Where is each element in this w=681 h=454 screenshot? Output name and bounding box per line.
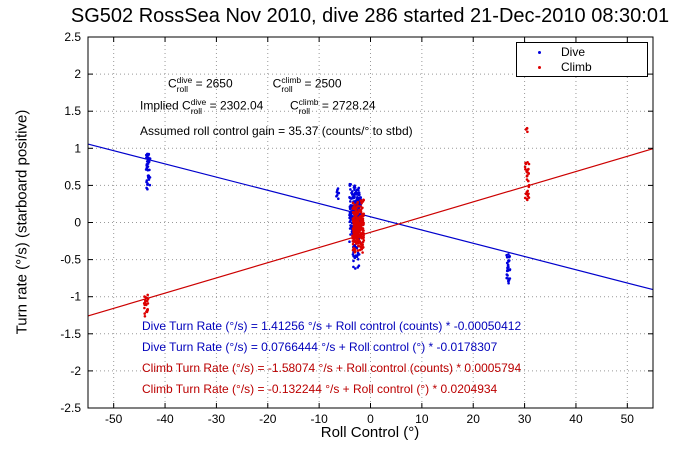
axes-box <box>87 36 654 409</box>
tick-labels: -50 -40 -30 -20 -10 0 10 20 30 40 50-2.5-2-1.5-1-0… <box>60 30 634 426</box>
dive-dot <box>537 50 541 54</box>
annotation-roll-gain: Assumed roll control gain = 35.37 (count… <box>140 124 413 138</box>
legend-entry-climb: Climb <box>517 60 647 75</box>
annotation-dive-fit-counts: Dive Turn Rate (°/s) = 1.41256 °/s + Rol… <box>142 319 522 333</box>
svg-text:2: 2 <box>74 67 81 81</box>
annotation-climb-fit-counts: Climb Turn Rate (°/s) = -1.58074 °/s + R… <box>142 361 522 375</box>
svg-text:0: 0 <box>367 412 374 426</box>
svg-text:2.5: 2.5 <box>64 30 81 44</box>
svg-text:0.5: 0.5 <box>64 178 81 192</box>
dive-fit-line <box>87 143 654 291</box>
svg-text:-50: -50 <box>105 412 123 426</box>
dive-marker-icon <box>517 50 561 54</box>
svg-text:20: 20 <box>467 412 481 426</box>
svg-text:-30: -30 <box>208 412 226 426</box>
legend-entry-dive: Dive <box>517 45 647 60</box>
svg-text:0: 0 <box>74 216 81 230</box>
svg-text:10: 10 <box>415 412 429 426</box>
svg-text:-2.5: -2.5 <box>60 401 81 415</box>
climb-fit-line <box>87 148 654 317</box>
svg-text:1: 1 <box>74 141 81 155</box>
svg-text:50: 50 <box>621 412 635 426</box>
svg-text:-10: -10 <box>310 412 328 426</box>
legend: Dive Climb <box>516 42 648 77</box>
svg-text:-2: -2 <box>70 364 81 378</box>
plot-title: SG502 RossSea Nov 2010, dive 286 started… <box>70 5 670 27</box>
svg-text:-1.5: -1.5 <box>60 327 81 341</box>
svg-text:-1: -1 <box>70 290 81 304</box>
climb-marker-icon <box>517 65 561 69</box>
svg-text:1.5: 1.5 <box>64 104 81 118</box>
svg-text:-40: -40 <box>156 412 174 426</box>
climb-dot <box>537 65 541 69</box>
legend-label-dive: Dive <box>561 45 586 59</box>
annotation-climb-fit-deg: Climb Turn Rate (°/s) = -0.132244 °/s + … <box>142 382 498 396</box>
points-climb <box>142 126 531 318</box>
svg-text:40: 40 <box>569 412 583 426</box>
x-axis-label: Roll Control (°) <box>320 424 420 441</box>
svg-text:30: 30 <box>518 412 532 426</box>
annotation-dive-fit-deg: Dive Turn Rate (°/s) = 0.0766444 °/s + R… <box>142 340 498 354</box>
legend-label-climb: Climb <box>561 60 592 74</box>
svg-text:-20: -20 <box>259 412 277 426</box>
svg-text:-0.5: -0.5 <box>60 253 81 267</box>
y-axis-label: Turn rate (°/s) (starboard positive) <box>13 109 31 335</box>
